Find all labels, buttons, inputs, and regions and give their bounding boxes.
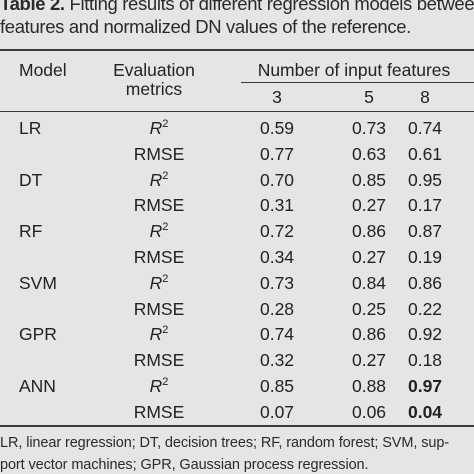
header-model: Model bbox=[19, 60, 67, 80]
header-rule bbox=[0, 111, 474, 112]
model-name: LR bbox=[19, 118, 42, 138]
r2-value: 0.73 bbox=[259, 272, 295, 293]
metric-r-symbol: R bbox=[149, 376, 163, 396]
metric-r-superscript: 2 bbox=[162, 272, 169, 285]
rmse-value: 0.63 bbox=[351, 143, 387, 164]
metric-r-symbol: R bbox=[149, 118, 163, 138]
rmse-value: 0.22 bbox=[407, 298, 443, 319]
model-name: SVM bbox=[19, 272, 57, 293]
table-number: Table 2. bbox=[0, 0, 65, 14]
column-header-5: 5 bbox=[364, 87, 374, 107]
table-caption: Table 2. Fitting results of different re… bbox=[0, 0, 474, 14]
rmse-value: 0.31 bbox=[259, 195, 295, 216]
metric-r-superscript: 2 bbox=[162, 118, 169, 130]
r2-value: 0.74 bbox=[407, 118, 443, 138]
metric-r2: R2 bbox=[104, 376, 214, 396]
r2-value: 0.85 bbox=[351, 169, 387, 190]
rmse-value: 0.06 bbox=[351, 401, 387, 422]
metric-r2: R2 bbox=[104, 118, 214, 138]
metric-r-superscript: 2 bbox=[162, 376, 169, 388]
metric-rmse: RMSE bbox=[133, 350, 185, 371]
r2-value: 0.92 bbox=[407, 324, 443, 345]
rmse-value: 0.19 bbox=[407, 247, 443, 267]
caption-line-1: Fitting results of different regression … bbox=[69, 0, 474, 14]
metric-r-superscript: 2 bbox=[162, 221, 169, 234]
metric-r2: R2 bbox=[104, 324, 214, 344]
model-name: RF bbox=[19, 221, 43, 242]
bottom-rule bbox=[0, 425, 474, 427]
header-evaluation: Evaluation bbox=[113, 60, 195, 80]
rmse-value: 0.27 bbox=[351, 350, 387, 371]
r2-value: 0.72 bbox=[259, 221, 295, 242]
rmse-value: 0.28 bbox=[259, 298, 295, 319]
header-metrics: metrics bbox=[125, 79, 183, 99]
rmse-value: 0.27 bbox=[351, 195, 387, 216]
metric-rmse: RMSE bbox=[133, 298, 185, 319]
header-feature-group: Number of input features bbox=[257, 60, 451, 80]
r2-value: 0.97 bbox=[407, 376, 443, 396]
r2-value: 0.59 bbox=[259, 118, 295, 138]
rmse-value: 0.17 bbox=[407, 195, 443, 216]
metric-r2: R2 bbox=[104, 273, 214, 293]
caption-line-2: features and normalized DN values of the… bbox=[0, 16, 411, 37]
r2-value: 0.95 bbox=[407, 169, 443, 190]
column-header-8: 8 bbox=[420, 87, 430, 107]
metric-r2: R2 bbox=[104, 170, 214, 190]
metric-rmse: RMSE bbox=[133, 195, 185, 216]
r2-value: 0.73 bbox=[351, 118, 387, 138]
metric-rmse: RMSE bbox=[133, 401, 185, 422]
footnote-line-2: port vector machines; GPR, Gaussian proc… bbox=[0, 457, 369, 473]
rmse-value: 0.25 bbox=[351, 298, 387, 319]
group-underline bbox=[241, 82, 474, 83]
footnote-line-1: LR, linear regression; DT, decision tree… bbox=[0, 435, 450, 451]
rmse-value: 0.32 bbox=[259, 350, 295, 371]
r2-value: 0.86 bbox=[407, 272, 443, 293]
metric-r-symbol: R bbox=[149, 169, 163, 190]
rmse-value: 0.18 bbox=[407, 350, 443, 371]
r2-value: 0.74 bbox=[259, 324, 295, 345]
rmse-value: 0.61 bbox=[407, 143, 443, 164]
metric-r-symbol: R bbox=[149, 324, 163, 345]
r2-value: 0.86 bbox=[351, 221, 387, 242]
r2-value: 0.84 bbox=[351, 272, 387, 293]
metric-r-symbol: R bbox=[149, 272, 163, 293]
r2-value: 0.70 bbox=[259, 169, 295, 190]
top-rule bbox=[0, 49, 474, 51]
r2-value: 0.86 bbox=[351, 324, 387, 345]
metric-r-superscript: 2 bbox=[162, 324, 169, 337]
rmse-value: 0.27 bbox=[351, 247, 387, 267]
rmse-value: 0.07 bbox=[259, 401, 295, 422]
metric-r-symbol: R bbox=[149, 221, 163, 242]
rmse-value: 0.77 bbox=[259, 143, 295, 164]
column-header-3: 3 bbox=[272, 87, 282, 107]
metric-rmse: RMSE bbox=[133, 143, 185, 164]
rmse-value: 0.04 bbox=[407, 401, 443, 422]
metric-rmse: RMSE bbox=[133, 247, 185, 267]
metric-r2: R2 bbox=[104, 221, 214, 241]
r2-value: 0.88 bbox=[351, 376, 387, 396]
metric-r-superscript: 2 bbox=[162, 169, 169, 182]
model-name: ANN bbox=[19, 376, 56, 396]
model-name: GPR bbox=[19, 324, 57, 345]
r2-value: 0.87 bbox=[407, 221, 443, 242]
r2-value: 0.85 bbox=[259, 376, 295, 396]
rmse-value: 0.34 bbox=[259, 247, 295, 267]
model-name: DT bbox=[19, 169, 43, 190]
